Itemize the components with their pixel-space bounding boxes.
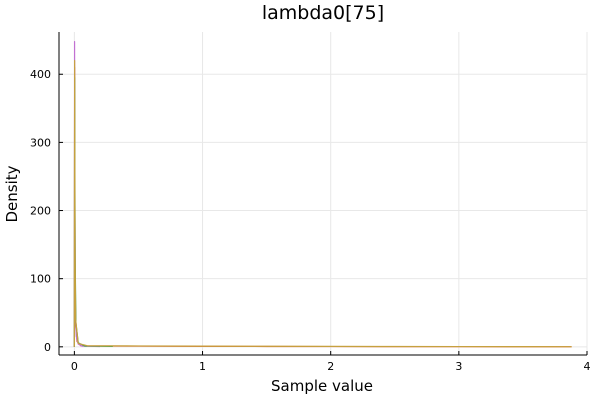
- series-line-3: [73, 77, 113, 348]
- y-tick-label: 300: [30, 136, 51, 149]
- y-tick-label: 200: [30, 205, 51, 218]
- y-tick-label: 100: [30, 273, 51, 286]
- axes: 0 1 2 3 4 0 100 200 300 400: [30, 32, 591, 373]
- series-line-1: [73, 66, 572, 348]
- y-axis-label: Density: [3, 165, 21, 222]
- x-axis-label: Sample value: [271, 377, 373, 395]
- series-layer: [73, 40, 572, 348]
- y-tick-label: 400: [30, 68, 51, 81]
- chart-title: lambda0[75]: [262, 2, 384, 24]
- x-tick-label: 4: [584, 360, 591, 373]
- x-tick-label: 1: [199, 360, 206, 373]
- series-line-4: [73, 60, 572, 348]
- series-line-2: [73, 40, 101, 348]
- x-tick-label: 2: [327, 360, 334, 373]
- x-tick-label: 3: [455, 360, 462, 373]
- grid-lines: [59, 32, 588, 355]
- y-tick-label: 0: [44, 341, 51, 354]
- x-tick-label: 0: [71, 360, 78, 373]
